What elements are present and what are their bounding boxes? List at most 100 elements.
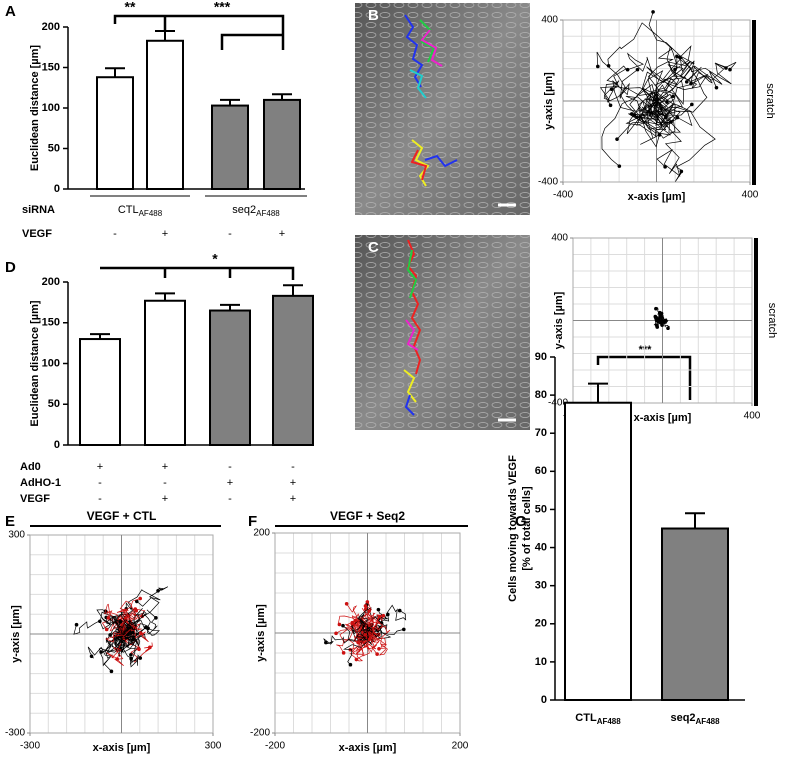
y-tick-label: 80 bbox=[535, 389, 547, 401]
bar bbox=[146, 39, 184, 190]
y-axis-label: y-axis [µm] bbox=[10, 605, 22, 663]
row-label: VEGF bbox=[22, 228, 52, 240]
x-tick-label: -300 bbox=[20, 741, 40, 752]
row-label: AdHO-1 bbox=[20, 477, 61, 489]
y-tick-label: 200 bbox=[42, 21, 60, 33]
panel-letter: B bbox=[368, 7, 379, 24]
track-end bbox=[606, 63, 611, 68]
track-end bbox=[104, 627, 109, 632]
track-end bbox=[348, 662, 353, 667]
track-end bbox=[663, 318, 668, 323]
cell-track bbox=[599, 65, 657, 102]
y-axis-label: y-axis [µm] bbox=[255, 604, 267, 662]
y-tick-label: -400 bbox=[548, 398, 568, 409]
track-end bbox=[134, 599, 139, 604]
track-end bbox=[608, 103, 613, 108]
cell-track bbox=[656, 45, 695, 102]
label-subscript: AF488 bbox=[597, 717, 622, 726]
category-label: CTLAF488 bbox=[575, 712, 621, 726]
y-tick-label: 200 bbox=[253, 528, 270, 539]
cell-track bbox=[356, 627, 373, 660]
significance-label: * bbox=[212, 251, 218, 267]
track-end bbox=[367, 609, 371, 613]
track-end bbox=[108, 633, 112, 637]
y-tick-label: 0 bbox=[54, 183, 60, 195]
track-end bbox=[109, 669, 114, 674]
track-end bbox=[659, 311, 664, 316]
significance-bracket bbox=[113, 14, 285, 50]
bar bbox=[564, 401, 632, 701]
scratch-bar bbox=[754, 238, 758, 406]
track-end bbox=[635, 67, 640, 72]
track-end bbox=[675, 115, 680, 120]
cell-track bbox=[640, 96, 674, 145]
bar bbox=[263, 98, 301, 190]
y-tick-label: 90 bbox=[535, 351, 547, 363]
y-tick-label: 50 bbox=[48, 142, 60, 154]
track-end bbox=[324, 640, 328, 645]
significance-label: ** bbox=[125, 0, 136, 15]
track-end bbox=[377, 647, 381, 651]
track-end bbox=[133, 607, 138, 611]
x-tick-label: 200 bbox=[452, 741, 469, 752]
track-end bbox=[651, 10, 655, 14]
track-end bbox=[728, 67, 732, 72]
track-end bbox=[665, 100, 669, 104]
significance-bracket bbox=[100, 266, 295, 280]
x-tick-label: 400 bbox=[742, 190, 759, 201]
y-tick-label: 70 bbox=[535, 427, 547, 439]
x-tick-label: 400 bbox=[744, 411, 761, 422]
track-end bbox=[654, 306, 658, 311]
row-label: siRNA bbox=[22, 204, 55, 216]
panel-letter: G bbox=[515, 513, 527, 530]
track-end bbox=[401, 627, 406, 632]
side-label: scratch bbox=[766, 303, 778, 338]
cell-track bbox=[656, 55, 713, 111]
cell-track bbox=[626, 52, 657, 119]
row-label: VEGF bbox=[20, 493, 50, 505]
track-end bbox=[397, 608, 402, 613]
y-tick-label: 100 bbox=[42, 102, 60, 114]
label-subscript: AF488 bbox=[696, 717, 721, 726]
track-end bbox=[115, 657, 120, 661]
plot-title: VEGF + CTL bbox=[87, 509, 157, 523]
cell-track bbox=[116, 598, 141, 635]
cell-track bbox=[656, 61, 692, 105]
significance-label: *** bbox=[639, 344, 653, 356]
y-tick-label: 20 bbox=[535, 618, 547, 630]
row-sign: + bbox=[290, 477, 296, 489]
track-end bbox=[376, 607, 381, 612]
track-end bbox=[350, 620, 355, 625]
track-end bbox=[354, 657, 359, 662]
y-tick-label: 400 bbox=[541, 15, 558, 26]
track-end bbox=[625, 67, 630, 72]
cell-track bbox=[96, 609, 122, 635]
track-end bbox=[143, 625, 148, 630]
track-end bbox=[365, 600, 370, 604]
y-tick-label: -200 bbox=[250, 728, 270, 739]
category-label: seq2AF488 bbox=[670, 712, 720, 726]
cell-track bbox=[100, 633, 122, 672]
category-label: CTLAF488 bbox=[118, 204, 163, 218]
row-sign: - bbox=[291, 461, 295, 473]
bar bbox=[79, 338, 121, 446]
track-end bbox=[615, 137, 619, 141]
track-end bbox=[334, 631, 338, 636]
label-text: seq2 bbox=[670, 712, 695, 724]
y-tick-label: 400 bbox=[551, 233, 568, 244]
track-end bbox=[106, 616, 111, 620]
micrograph: C bbox=[355, 235, 530, 430]
y-axis-label: y-axis [µm] bbox=[543, 72, 555, 130]
x-axis-label: x-axis [µm] bbox=[339, 742, 397, 754]
label-text: CTL bbox=[575, 712, 597, 724]
track-end bbox=[377, 614, 382, 619]
cell-track bbox=[646, 65, 723, 102]
cell-track bbox=[620, 69, 674, 121]
row-sign: + bbox=[279, 228, 285, 240]
bar bbox=[144, 299, 186, 446]
track-end bbox=[344, 601, 349, 606]
panel-letter: A bbox=[5, 3, 16, 20]
row-sign: - bbox=[228, 493, 232, 505]
scratch-bar bbox=[752, 20, 756, 185]
